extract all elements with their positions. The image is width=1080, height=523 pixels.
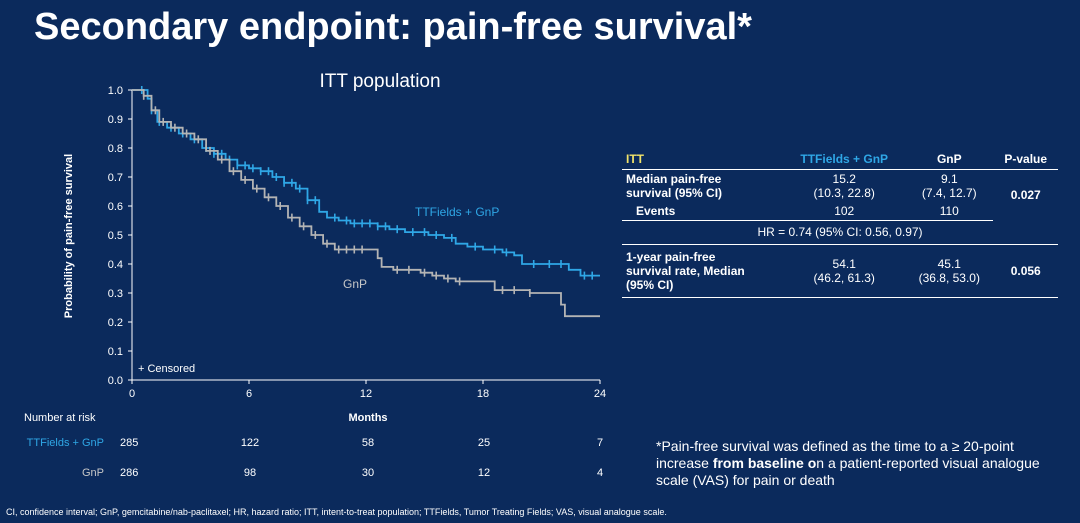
y-tick-label: 0.7 — [108, 172, 123, 184]
risk-value: 285 — [120, 437, 138, 449]
risk-values: 285 122 58 25 7 286 98 30 12 4 — [120, 437, 603, 479]
series-label-gnp: GnP — [343, 277, 367, 291]
x-tick-label: 6 — [246, 388, 252, 400]
y-tick-label: 0.1 — [108, 346, 123, 358]
risk-value: 4 — [597, 467, 603, 479]
risk-value: 25 — [478, 437, 490, 449]
x-tick-label: 18 — [477, 388, 489, 400]
y-tick-label: 0.0 — [108, 375, 123, 387]
table-row: Median pain-free survival (95% CI) 15.2 (1… — [622, 170, 1058, 202]
oneyr-label: 1-year pain-free survival rate, Median (95… — [622, 244, 784, 298]
x-tick-label: 0 — [129, 388, 135, 400]
header-ttfields: TTFields + GnP — [783, 150, 906, 170]
median-gnp: 9.1 (7.4, 12.7) — [921, 172, 977, 200]
y-tick-label: 0.3 — [108, 288, 123, 300]
events-label: Events — [622, 202, 784, 221]
risk-value: 98 — [244, 467, 256, 479]
slide-title: Secondary endpoint: pain-free survival* — [34, 6, 752, 48]
oneyr-ttfields: 54.1 (46.2, 61.3) — [783, 244, 906, 298]
header-gnp: GnP — [905, 150, 994, 170]
y-tick-label: 0.2 — [108, 317, 123, 329]
risk-value: 58 — [362, 437, 374, 449]
median-ttfields: 15.2 (10.3, 22.8) — [813, 172, 875, 200]
risk-table-header: Number at risk — [24, 412, 96, 424]
chart-title: ITT population — [319, 71, 440, 92]
table-row: HR = 0.74 (95% CI: 0.56, 0.97) — [622, 220, 1058, 245]
header-itt: ITT — [622, 150, 784, 170]
risk-value: 12 — [478, 467, 490, 479]
risk-value: 30 — [362, 467, 374, 479]
y-ticks: 0.0 0.1 0.2 0.3 0.4 0.5 0.6 0.7 0.8 0.9 1.0 — [108, 85, 132, 387]
x-tick-label: 12 — [360, 388, 372, 400]
x-axis-label: Months — [348, 412, 387, 424]
y-tick-label: 1.0 — [108, 85, 123, 97]
x-ticks: 0 6 12 18 24 — [129, 380, 606, 400]
risk-row-label-gnp: GnP — [82, 467, 104, 479]
events-gnp: 110 — [905, 202, 994, 221]
results-table: ITT TTFields + GnP GnP P-value Median pa… — [622, 150, 1058, 298]
median-pvalue: 0.027 — [1010, 188, 1041, 203]
table-row: 1-year pain-free survival rate, Median (95… — [622, 244, 1058, 298]
y-tick-label: 0.4 — [108, 259, 123, 271]
risk-value: 286 — [120, 467, 138, 479]
abbreviations-footnote: CI, confidence interval; GnP, gemcitabin… — [6, 507, 667, 517]
table-row: Events 102 110 — [622, 202, 1058, 221]
median-label: Median pain-free survival (95% CI) — [626, 172, 723, 200]
y-tick-label: 0.8 — [108, 143, 123, 155]
risk-row-label-ttfields: TTFields + GnP — [27, 437, 104, 449]
oneyr-gnp: 45.1 (36.8, 53.0) — [905, 244, 994, 298]
hazard-ratio: HR = 0.74 (95% CI: 0.56, 0.97) — [622, 220, 1058, 245]
x-tick-label: 24 — [594, 388, 606, 400]
risk-value: 7 — [597, 437, 603, 449]
y-tick-label: 0.9 — [108, 114, 123, 126]
oneyr-pvalue: 0.056 — [993, 244, 1058, 298]
curve-gnp — [132, 89, 600, 318]
footnote: *Pain-free survival was defined as the t… — [656, 438, 1040, 488]
series-label-ttfields: TTFields + GnP — [415, 205, 499, 219]
axes — [131, 90, 600, 381]
events-ttfields: 102 — [783, 202, 906, 221]
header-pvalue: P-value — [993, 150, 1058, 170]
curve-ttfields — [132, 89, 600, 277]
survival-curves — [132, 86, 600, 318]
risk-value: 122 — [241, 437, 259, 449]
y-axis-label: Probability of pain-free survival — [63, 154, 75, 318]
risk-table: Number at risk TTFields + GnP GnP 285 122… — [24, 412, 603, 479]
y-tick-label: 0.6 — [108, 201, 123, 213]
y-tick-label: 0.5 — [108, 230, 123, 242]
censored-legend: + Censored — [138, 363, 195, 375]
